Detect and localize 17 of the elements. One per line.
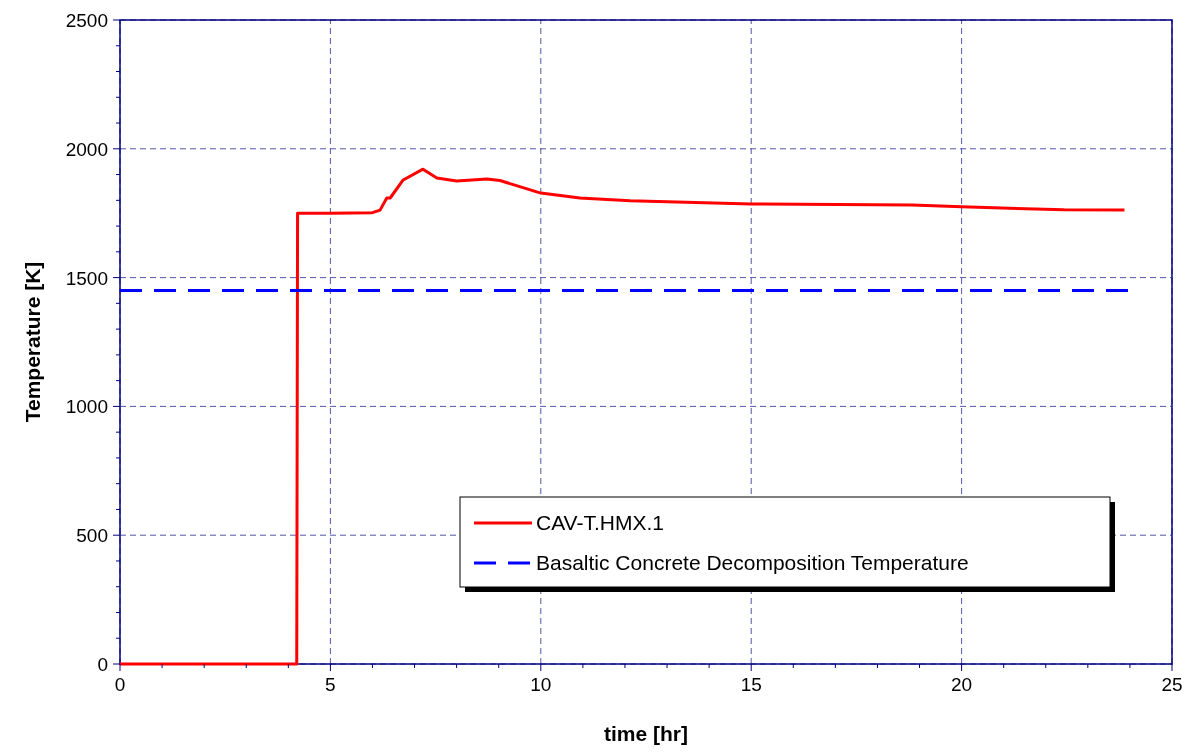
- y-tick-label: 2000: [65, 138, 108, 160]
- y-tick-label: 1000: [65, 396, 108, 418]
- x-tick-label: 5: [325, 674, 336, 695]
- line-series: [118, 167, 1126, 666]
- x-axis-title: time [hr]: [604, 722, 688, 745]
- x-tick-label: 25: [1161, 674, 1183, 695]
- x-tick-label: 15: [740, 674, 762, 695]
- y-axis-title: Temperature [K]: [21, 261, 44, 423]
- x-tick-label: 0: [114, 674, 126, 695]
- x-tick-label: 20: [951, 674, 973, 695]
- y-tick-label: 1500: [65, 267, 108, 289]
- x-tick-label: 10: [530, 674, 552, 695]
- y-tick-label: 0: [97, 654, 108, 675]
- legend-label: CAV-T.HMX.1: [536, 511, 664, 534]
- legend-label: Basaltic Concrete Decomposition Temperature: [536, 551, 969, 574]
- y-tick-label: 2500: [65, 10, 108, 31]
- y-tick-label: 500: [76, 525, 108, 547]
